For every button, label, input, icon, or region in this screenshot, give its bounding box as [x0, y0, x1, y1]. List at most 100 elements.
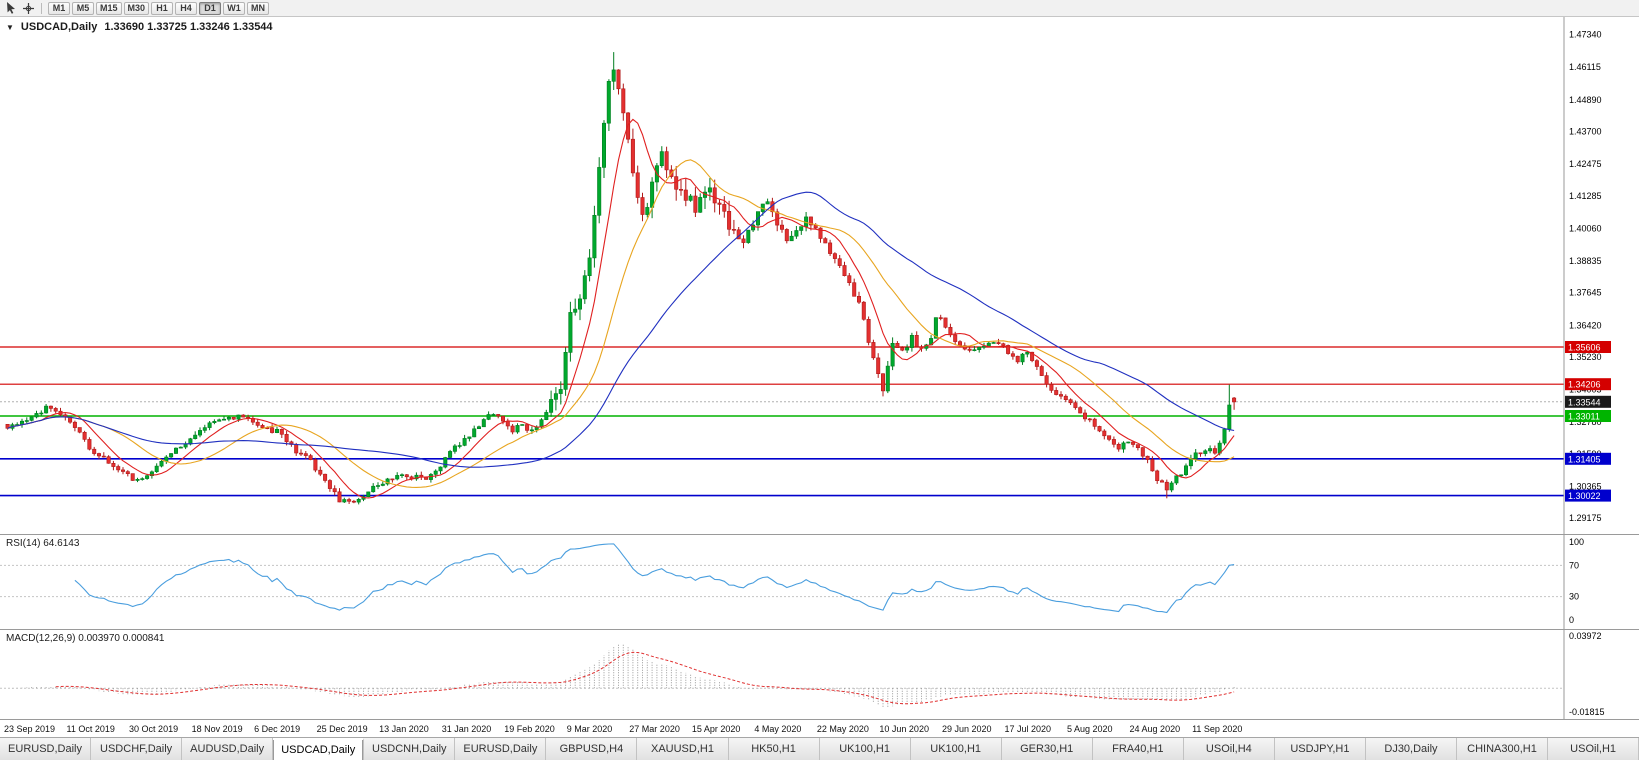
chart-tab-12[interactable]: FRA40,H1	[1092, 738, 1184, 760]
svg-text:1.34206: 1.34206	[1568, 380, 1601, 390]
date-label: 18 Nov 2019	[191, 724, 243, 734]
chart-tab-1[interactable]: USDCHF,Daily	[91, 738, 183, 760]
svg-text:1.35230: 1.35230	[1569, 352, 1602, 362]
chart-tab-17[interactable]: USOil,H1	[1548, 738, 1639, 760]
date-label: 19 Feb 2020	[504, 724, 555, 734]
chart-tab-4[interactable]: USDCNH,Daily	[364, 738, 456, 760]
date-label: 13 Jan 2020	[379, 724, 429, 734]
tf-button-h1[interactable]: H1	[151, 1, 174, 15]
candlesticks	[5, 52, 1237, 505]
crosshair-icon[interactable]	[21, 2, 35, 15]
price-tags: 1.35606 1.34206 1.33011 1.31405 1.30022 1.335…	[1565, 341, 1611, 502]
date-label: 23 Sep 2019	[4, 724, 56, 734]
date-label: 29 Jun 2020	[941, 724, 992, 734]
macd-histogram	[11, 644, 1235, 708]
timeframe-buttons: M1 M5 M15 M30 H1 H4 D1 W1 MN	[48, 1, 270, 15]
date-label: 15 Apr 2020	[691, 724, 741, 734]
tf-button-h4[interactable]: H4	[175, 1, 198, 15]
price-chart-canvas[interactable]: 1.47340 1.46115 1.44890 1.43700 1.42475 1.412…	[0, 17, 1639, 534]
slow-ma	[7, 191, 1235, 468]
svg-text:1.30022: 1.30022	[1568, 491, 1601, 501]
timeframe-toolbar: M1 M5 M15 M30 H1 H4 D1 W1 MN	[0, 0, 1639, 17]
svg-text:1.47340: 1.47340	[1569, 30, 1602, 40]
svg-text:1.35606: 1.35606	[1568, 343, 1601, 353]
date-label: 5 Aug 2020	[1067, 724, 1113, 734]
date-label: 25 Dec 2019	[316, 724, 368, 734]
date-label: 17 Jul 2020	[1004, 724, 1052, 734]
rsi-canvas[interactable]: 100 70 30 0	[0, 535, 1639, 629]
medium-ma	[7, 159, 1235, 488]
rsi-line	[74, 543, 1235, 614]
chart-tab-15[interactable]: DJ30,Daily	[1365, 738, 1457, 760]
macd-indicator-panel[interactable]: 0.03972 -0.01815 MACD(12,26,9) 0.003970 0…	[0, 629, 1639, 719]
toolbar-separator	[41, 2, 42, 14]
date-label: 22 May 2020	[816, 724, 869, 734]
macd-axis[interactable]: 0.03972 -0.01815	[1563, 630, 1605, 719]
chart-tab-16[interactable]: CHINA300,H1	[1457, 738, 1549, 760]
chart-tab-0[interactable]: EURUSD,Daily	[0, 738, 92, 760]
chart-tab-13[interactable]: USOil,H4	[1183, 738, 1275, 760]
tf-button-d1[interactable]: D1	[199, 1, 222, 15]
chart-tab-2[interactable]: AUDUSD,Daily	[182, 738, 274, 760]
date-label: 30 Oct 2019	[129, 724, 179, 734]
svg-text:-0.01815: -0.01815	[1569, 707, 1605, 717]
date-label: 11 Oct 2019	[66, 724, 115, 734]
date-label: 6 Dec 2019	[254, 724, 301, 734]
date-axis[interactable]: 23 Sep 2019 11 Oct 2019 30 Oct 2019 18 Nov …	[0, 719, 1639, 737]
svg-text:30: 30	[1569, 592, 1579, 602]
date-label: 31 Jan 2020	[441, 724, 492, 734]
macd-canvas[interactable]: 0.03972 -0.01815	[0, 630, 1639, 719]
date-label: 27 Mar 2020	[629, 724, 680, 734]
horizontal-level-lines[interactable]	[0, 346, 1564, 497]
price-chart-panel[interactable]: 1.47340 1.46115 1.44890 1.43700 1.42475 1.412…	[0, 17, 1639, 534]
svg-text:1.40060: 1.40060	[1569, 223, 1602, 233]
tf-button-m5[interactable]: M5	[72, 1, 94, 15]
chart-tab-9[interactable]: UK100,H1	[819, 738, 911, 760]
svg-text:1.29175: 1.29175	[1569, 513, 1602, 523]
svg-text:1.46115: 1.46115	[1569, 62, 1601, 72]
chart-tab-5[interactable]: EURUSD,Daily	[455, 738, 547, 760]
tf-button-m1[interactable]: M1	[48, 1, 70, 15]
chart-tab-8[interactable]: HK50,H1	[728, 738, 820, 760]
svg-text:1.33544: 1.33544	[1568, 397, 1601, 407]
rsi-axis[interactable]: 100 70 30 0	[1563, 535, 1584, 629]
svg-text:70: 70	[1569, 560, 1579, 570]
date-label: 11 Sep 2020	[1192, 724, 1243, 734]
date-label: 9 Mar 2020	[566, 724, 613, 734]
svg-text:1.41285: 1.41285	[1569, 191, 1602, 201]
date-label: 24 Aug 2020	[1129, 724, 1181, 734]
tf-button-w1[interactable]: W1	[223, 1, 246, 15]
svg-text:1.36420: 1.36420	[1569, 320, 1602, 330]
macd-signal-line	[55, 651, 1235, 705]
svg-text:1.42475: 1.42475	[1569, 159, 1602, 169]
moving-average-lines	[7, 118, 1235, 499]
svg-text:1.30365: 1.30365	[1569, 482, 1602, 492]
chart-tab-7[interactable]: XAUUSD,H1	[637, 738, 729, 760]
svg-text:1.33011: 1.33011	[1568, 412, 1600, 422]
svg-text:1.44890: 1.44890	[1569, 95, 1602, 105]
chart-tab-6[interactable]: GBPUSD,H4	[546, 738, 638, 760]
tf-button-m15[interactable]: M15	[96, 1, 122, 15]
chart-tabs-bar: EURUSD,Daily USDCHF,Daily AUDUSD,Daily USDC…	[0, 737, 1639, 760]
svg-text:100: 100	[1569, 537, 1584, 547]
svg-text:1.43700: 1.43700	[1569, 127, 1602, 137]
svg-text:1.32780: 1.32780	[1569, 417, 1602, 427]
svg-text:1.37645: 1.37645	[1569, 288, 1602, 298]
fast-ma	[7, 118, 1235, 499]
tf-button-m30[interactable]: M30	[123, 1, 150, 15]
rsi-level-lines	[0, 564, 1564, 598]
chart-tab-10[interactable]: UK100,H1	[910, 738, 1002, 760]
chart-tab-14[interactable]: USDJPY,H1	[1274, 738, 1366, 760]
chart-tab-11[interactable]: GER30,H1	[1001, 738, 1093, 760]
tf-button-mn[interactable]: MN	[247, 1, 270, 15]
date-label: 10 Jun 2020	[879, 724, 929, 734]
chart-tab-3[interactable]: USDCAD,Daily	[273, 738, 365, 760]
svg-text:0.03972: 0.03972	[1569, 631, 1602, 641]
cursor-icon[interactable]	[4, 2, 18, 15]
date-label: 4 May 2020	[754, 724, 802, 734]
rsi-indicator-panel[interactable]: 100 70 30 0 RSI(14) 64.6143	[0, 534, 1639, 629]
svg-text:1.38835: 1.38835	[1569, 256, 1602, 266]
svg-text:0: 0	[1569, 615, 1574, 625]
svg-text:1.31405: 1.31405	[1568, 454, 1601, 464]
